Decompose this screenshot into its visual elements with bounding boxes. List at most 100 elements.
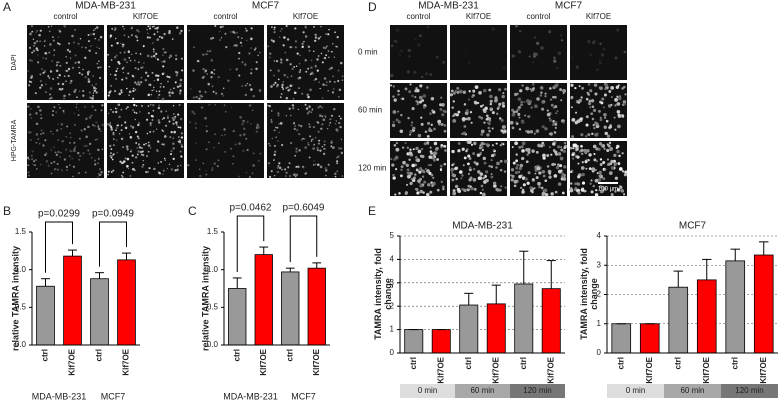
cell-dot bbox=[108, 65, 111, 68]
cell-dot bbox=[173, 113, 175, 115]
cell-dot bbox=[594, 178, 599, 183]
cell-dot bbox=[166, 167, 169, 170]
cell-dot bbox=[142, 66, 144, 68]
cell-dot bbox=[55, 61, 58, 64]
cell-dot bbox=[268, 143, 270, 145]
cell-dot bbox=[623, 173, 628, 177]
cell-dot bbox=[498, 102, 502, 106]
cell-dot bbox=[515, 166, 519, 170]
cell-dot bbox=[167, 116, 169, 119]
cell-dot bbox=[111, 154, 114, 157]
cell-dot bbox=[440, 123, 444, 127]
cell-dot bbox=[110, 148, 113, 151]
cell-dot bbox=[153, 79, 155, 82]
y-axis-label: relative TAMRA intensity bbox=[10, 246, 20, 351]
time-box bbox=[721, 384, 778, 398]
cell-dot bbox=[462, 131, 467, 136]
cell-dot bbox=[288, 107, 291, 110]
cell-dot bbox=[248, 52, 251, 55]
cell-dot bbox=[30, 76, 33, 79]
cell-dot bbox=[410, 124, 413, 127]
cell-dot bbox=[594, 168, 597, 172]
cell-dot bbox=[213, 162, 216, 165]
cell-dot bbox=[107, 53, 110, 56]
cell-dot bbox=[313, 79, 316, 81]
cell-dot bbox=[517, 50, 522, 54]
cell-dot bbox=[540, 91, 543, 94]
cell-dot bbox=[553, 59, 557, 63]
cell-dot bbox=[55, 129, 59, 132]
cell-dot bbox=[557, 145, 561, 149]
x-tick-label: Klf7OE bbox=[645, 356, 654, 383]
cell-dot bbox=[480, 104, 483, 108]
cell-dot bbox=[286, 86, 289, 89]
cell-dot bbox=[329, 118, 332, 121]
cell-dot bbox=[482, 156, 486, 161]
cell-dot bbox=[121, 145, 125, 149]
cell-dot bbox=[409, 133, 412, 136]
cell-dot bbox=[332, 146, 335, 149]
cell-dot bbox=[591, 132, 594, 136]
cell-dot bbox=[58, 74, 61, 77]
cell-dot bbox=[112, 138, 115, 140]
cell-dot bbox=[82, 90, 85, 93]
cell-dot bbox=[121, 78, 124, 81]
cell-dot bbox=[481, 148, 485, 152]
cell-dot bbox=[323, 77, 327, 80]
cell-dot bbox=[268, 104, 271, 108]
cell-dot bbox=[301, 92, 304, 95]
cell-dot bbox=[149, 103, 152, 106]
cell-dot bbox=[161, 97, 165, 101]
cell-dot bbox=[328, 28, 330, 31]
cell-dot bbox=[199, 94, 203, 97]
cell-dot bbox=[93, 89, 97, 92]
cell-dot bbox=[151, 89, 153, 92]
cell-dot bbox=[595, 132, 599, 136]
cell-dot bbox=[42, 132, 45, 135]
cell-dot bbox=[395, 147, 400, 152]
cell-dot bbox=[209, 50, 212, 53]
cell-dot bbox=[592, 184, 595, 188]
cell-dot bbox=[114, 37, 117, 40]
cell-dot bbox=[179, 89, 182, 92]
cell-dot bbox=[285, 175, 287, 177]
cell-dot bbox=[60, 151, 62, 154]
cell-dot bbox=[616, 144, 620, 149]
cell-dot bbox=[299, 69, 302, 71]
cell-dot bbox=[465, 117, 468, 121]
cell-dot bbox=[241, 61, 244, 64]
cell-dot bbox=[517, 97, 522, 101]
cell-dot bbox=[81, 73, 84, 76]
cell-dot bbox=[495, 142, 498, 145]
y-tick-label: 1 bbox=[390, 325, 395, 334]
cell-dot bbox=[174, 54, 178, 57]
cell-dot bbox=[544, 127, 548, 131]
cell-dot bbox=[33, 41, 37, 45]
cell-dot bbox=[429, 73, 433, 77]
cell-dot bbox=[614, 104, 617, 107]
cell-dot bbox=[250, 37, 253, 41]
cell-dot bbox=[452, 189, 456, 193]
cell-dot bbox=[467, 116, 471, 121]
cell-dot bbox=[559, 88, 563, 92]
cell-dot bbox=[330, 50, 333, 53]
cell-dot bbox=[526, 153, 529, 156]
cell-dot bbox=[591, 105, 595, 109]
cell-dot bbox=[526, 181, 530, 185]
cell-dot bbox=[156, 58, 159, 61]
cell-dot bbox=[71, 157, 74, 160]
cell-dot bbox=[134, 81, 137, 84]
cell-dot bbox=[49, 43, 52, 46]
cell-dot bbox=[163, 157, 166, 160]
cell-dot bbox=[130, 125, 132, 127]
cell-dot bbox=[136, 153, 139, 156]
cell-dot bbox=[339, 117, 342, 120]
cell-dot bbox=[29, 138, 33, 142]
cell-dot bbox=[114, 107, 117, 110]
y-tick-label: 1.5 bbox=[15, 227, 27, 236]
cell-dot bbox=[78, 90, 81, 92]
cell-dot bbox=[122, 171, 125, 174]
cell-dot bbox=[339, 61, 343, 65]
cell-dot bbox=[340, 147, 343, 150]
cell-dot bbox=[607, 104, 612, 108]
